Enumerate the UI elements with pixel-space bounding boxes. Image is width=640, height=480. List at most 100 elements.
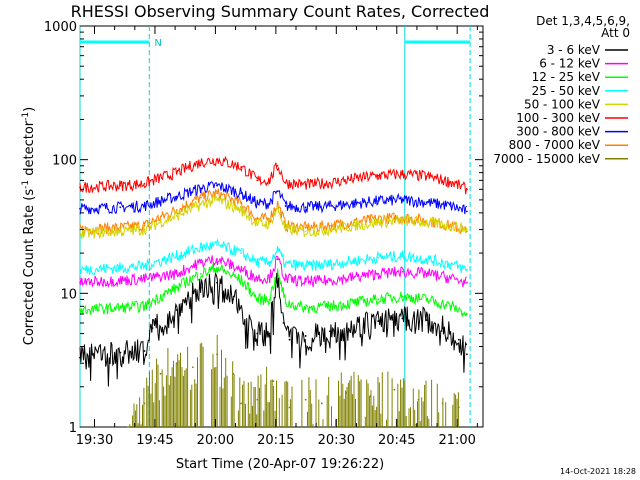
x-tick-label: 19:30	[76, 433, 113, 448]
attenuator-state: Att 0	[601, 26, 630, 40]
data-point	[79, 207, 81, 210]
legend-label: 50 - 100 keV	[524, 97, 601, 111]
data-point	[328, 263, 331, 266]
data-point	[284, 228, 287, 231]
y-tick-label: 1000	[44, 20, 77, 35]
series-50-100kev-trace	[79, 194, 468, 240]
data-point	[268, 298, 271, 301]
x-tick-label: 19:45	[136, 433, 173, 448]
data-point	[401, 317, 404, 320]
data-point	[268, 277, 271, 280]
data-point	[425, 221, 428, 224]
data-point	[240, 268, 243, 271]
data-point	[268, 332, 271, 335]
chart-title: RHESSI Observing Summary Count Rates, Co…	[71, 2, 490, 21]
data-point	[417, 398, 420, 401]
data-point	[276, 249, 279, 252]
data-point	[119, 206, 122, 209]
x-tick-label: 20:30	[318, 433, 355, 448]
data-point	[328, 228, 331, 231]
data-point	[200, 196, 202, 199]
data-point	[159, 372, 162, 375]
data-point	[304, 280, 307, 283]
y-tick-label: 10	[60, 287, 77, 302]
data-point	[240, 202, 243, 205]
data-point	[240, 166, 243, 168]
data-point	[216, 192, 218, 195]
data-point	[216, 353, 218, 356]
data-point	[328, 279, 331, 282]
data-point	[79, 356, 81, 359]
data-point	[353, 276, 355, 279]
data-point	[272, 380, 275, 383]
data-point	[457, 338, 460, 341]
data-point	[175, 209, 178, 211]
data-point	[465, 188, 468, 191]
data-point	[143, 278, 146, 280]
data-point	[401, 199, 404, 201]
legend-label: 100 - 300 keV	[516, 111, 600, 125]
data-point	[465, 313, 468, 315]
data-point	[119, 266, 122, 269]
data-point	[353, 202, 355, 205]
legend-label: 25 - 50 keV	[532, 84, 601, 98]
data-point	[304, 230, 307, 233]
data-point	[216, 281, 218, 284]
data-point	[200, 272, 202, 275]
series-trace-path	[79, 188, 468, 236]
data-point	[284, 301, 287, 304]
date-stamp: 14-Oct-2021 18:28	[560, 467, 636, 476]
y-axis: 1 10 100 1000	[44, 20, 483, 436]
data-point	[353, 224, 355, 227]
data-point	[465, 210, 468, 213]
legend-label: 12 - 25 keV	[532, 70, 601, 84]
data-point	[465, 268, 468, 271]
data-point	[175, 214, 178, 217]
data-point	[276, 202, 279, 205]
data-point	[256, 223, 259, 225]
series-trace-path	[79, 255, 467, 289]
data-point	[119, 230, 122, 233]
night-markers: N	[79, 26, 471, 427]
data-point	[268, 179, 271, 182]
data-point	[216, 244, 218, 246]
series-6-12kev-trace	[79, 255, 468, 289]
data-point	[401, 270, 404, 273]
data-point	[276, 190, 279, 193]
data-point	[465, 281, 468, 284]
data-point	[175, 309, 178, 311]
data-point	[200, 161, 202, 163]
data-point	[304, 226, 307, 229]
data-point	[256, 398, 259, 401]
data-point	[353, 301, 355, 304]
legend-label: 7000 - 15000 keV	[493, 152, 600, 166]
data-point	[449, 224, 452, 227]
data-point	[216, 184, 218, 187]
data-point	[79, 309, 81, 311]
detector-info: Det 1,3,4,5,6,9,	[536, 14, 630, 28]
data-point	[377, 298, 380, 301]
data-point	[465, 228, 468, 231]
data-point	[449, 277, 452, 280]
data-point	[345, 391, 347, 394]
data-point	[79, 186, 81, 189]
data-point	[240, 279, 243, 282]
data-point	[175, 286, 178, 289]
data-point	[256, 298, 259, 301]
data-point	[276, 281, 279, 284]
series-trace-path	[79, 155, 468, 195]
legend-label: 3 - 6 keV	[547, 43, 601, 57]
data-point	[268, 261, 271, 264]
data-point	[425, 258, 428, 261]
series-3-6kev-trace	[79, 272, 468, 387]
series-12-25kev-trace	[79, 263, 468, 317]
data-point	[449, 205, 452, 207]
x-axis-label: Start Time (20-Apr-07 19:26:22)	[176, 457, 384, 472]
series-trace-path	[79, 263, 468, 317]
data-point	[304, 265, 307, 267]
data-point	[268, 202, 271, 205]
data-point	[200, 203, 202, 206]
data-point	[232, 372, 235, 375]
data-point	[288, 406, 291, 409]
data-point	[353, 177, 355, 180]
